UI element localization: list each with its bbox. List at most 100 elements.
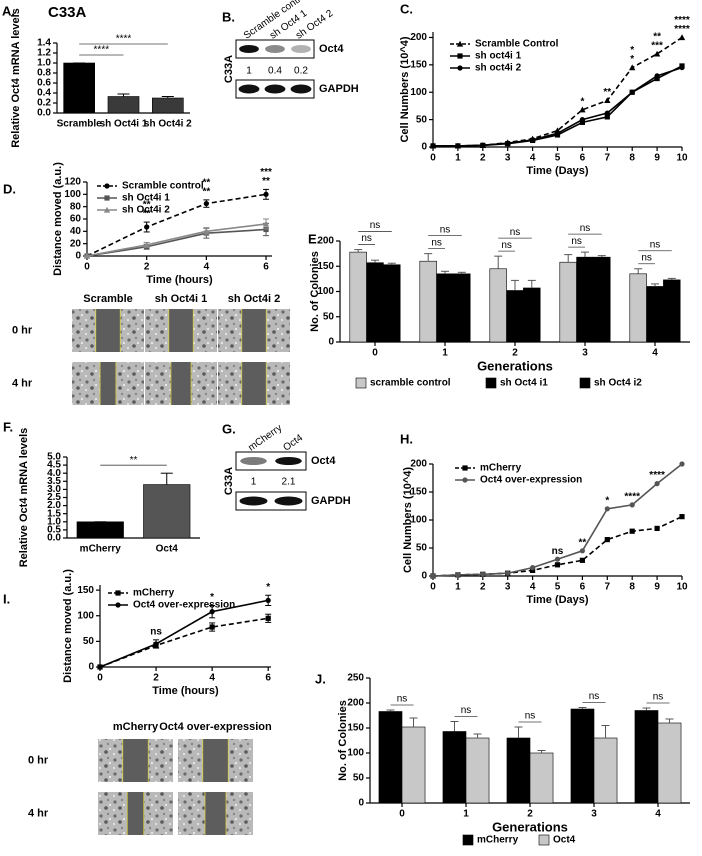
row-label: 4 hr	[28, 807, 49, 819]
marker	[653, 50, 661, 57]
significance-label: ***	[651, 41, 663, 52]
marker	[530, 137, 536, 143]
x-tick-label: 3	[591, 809, 597, 820]
y-tick-label: 0.5	[47, 525, 61, 536]
marker	[579, 119, 585, 125]
bar	[629, 273, 647, 343]
column-label: mCherry	[113, 721, 159, 733]
wound-gap	[127, 792, 144, 835]
wound-gap	[95, 309, 121, 352]
legend-label: sh oct4i 1	[475, 51, 522, 62]
series-line	[99, 617, 269, 668]
significance-label: ns	[370, 220, 381, 231]
y-tick-label: 20	[70, 238, 82, 249]
legend-label: sh Oct4 i2	[594, 378, 642, 389]
marker	[629, 528, 635, 534]
band-quantification: 0.4	[268, 66, 282, 77]
y-tick-label: 4.0	[47, 468, 61, 479]
y-tick-label: 0.6	[37, 78, 51, 89]
x-tick-label: 2	[144, 262, 150, 273]
cell-line-label: C33A	[223, 467, 235, 495]
significance-label: ns	[589, 691, 600, 702]
marker	[654, 525, 660, 531]
y-tick-label: 0	[75, 251, 81, 262]
band-quantification: 0.2	[294, 66, 308, 77]
y-tick-label: 0	[421, 571, 427, 582]
x-tick-label: sh Oct4i 2	[144, 119, 192, 130]
series-line	[86, 223, 267, 257]
y-tick-label: 1.2	[37, 48, 51, 59]
legend-label: Scramble Control	[475, 39, 559, 50]
legend-marker	[462, 477, 468, 483]
x-tick-label: 2	[153, 673, 159, 684]
marker	[554, 130, 561, 136]
x-tick-label: 8	[629, 582, 635, 593]
significance-label: **	[579, 537, 587, 548]
significance-label: *	[580, 96, 584, 107]
x-tick-label: 2	[527, 809, 533, 820]
significance-label: ns	[361, 233, 372, 244]
y-tick-label: 150	[77, 585, 94, 596]
x-tick-label: 2	[480, 153, 486, 164]
y-axis-label: Distance moved (a.u.)	[52, 162, 64, 276]
significance-label: **	[262, 176, 270, 187]
panel-label: J.	[315, 671, 326, 686]
y-tick-label: 0	[88, 662, 94, 673]
marker	[604, 506, 610, 512]
series-line	[86, 228, 267, 257]
wound-gap	[241, 309, 267, 352]
x-tick-label: 0	[84, 262, 90, 273]
y-tick-label: 200	[347, 698, 364, 709]
panel-label: E.	[308, 231, 320, 246]
significance-label: **	[143, 200, 151, 211]
legend-marker	[103, 206, 111, 213]
x-tick-label: 10	[676, 582, 688, 593]
marker	[455, 572, 461, 578]
marker	[579, 548, 586, 554]
significance-label: **	[130, 455, 138, 466]
panel-label: D.	[3, 181, 16, 196]
x-tick-label: 3	[505, 153, 511, 164]
x-axis-label: Generations	[477, 358, 553, 373]
bar	[401, 726, 426, 804]
marker	[263, 226, 269, 233]
chart-title: C33A	[48, 4, 87, 21]
y-tick-label: 0.0	[47, 533, 61, 544]
legend-label: sh Oct4i 2	[122, 205, 170, 216]
y-tick-label: 50	[353, 773, 365, 784]
y-tick-label: 100	[347, 748, 364, 759]
significance-label: ns	[650, 239, 661, 250]
significance-label: ns	[501, 240, 512, 251]
marker	[554, 562, 561, 568]
y-tick-label: 100	[77, 610, 94, 621]
x-tick-label: 1	[455, 582, 461, 593]
x-tick-label: 6	[265, 673, 271, 684]
x-tick-label: 0	[399, 809, 405, 820]
marker	[678, 34, 686, 41]
x-tick-label: 6	[263, 262, 269, 273]
marker	[262, 220, 270, 227]
y-tick-label: 4.5	[47, 460, 61, 471]
marker	[265, 615, 271, 621]
marker	[679, 514, 685, 520]
marker	[604, 537, 610, 543]
significance-label: ****	[649, 470, 665, 481]
panel-label: G.	[222, 421, 236, 436]
y-tick-label: 100	[410, 515, 427, 526]
y-tick-label: 0.0	[37, 108, 51, 119]
legend-label: scramble control	[370, 378, 451, 389]
significance-label: ns	[552, 546, 564, 557]
band-quantification: 1	[251, 477, 257, 488]
marker	[209, 624, 215, 630]
x-tick-label: 4	[204, 262, 210, 273]
x-axis-label: Time (Days)	[526, 594, 588, 606]
wound-gap	[122, 739, 149, 782]
significance-label: ns	[510, 227, 521, 238]
wound-gap	[100, 362, 116, 405]
bar	[76, 521, 124, 539]
panel-label: C.	[400, 1, 413, 16]
column-label: Oct4 over-expression	[159, 721, 272, 733]
bar	[657, 722, 682, 804]
wound-gap	[205, 792, 226, 835]
y-axis-label: Cell Numbers (10^4)	[402, 467, 414, 573]
